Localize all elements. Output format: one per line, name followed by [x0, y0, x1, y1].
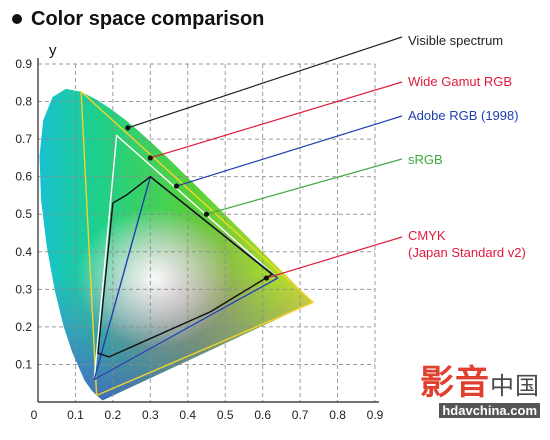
x-tick-label: 0.3	[142, 408, 159, 422]
x-tick-label: 0.7	[292, 408, 309, 422]
legend-label-line: Visible spectrum	[408, 33, 504, 48]
y-tick-label: 0.1	[15, 357, 32, 371]
legend-leader-line	[206, 158, 403, 215]
x-tick-label: 0.9	[367, 408, 384, 422]
y-axis-label: y	[49, 42, 57, 59]
x-tick-label: 0	[31, 408, 38, 422]
watermark-main: 影音中国	[420, 363, 540, 403]
legend-leader-line	[127, 36, 403, 129]
legend-marker-dot	[125, 125, 131, 131]
legend-marker-dot	[173, 183, 180, 189]
legend-leader-line	[176, 115, 403, 187]
chart-title: Color space comparison	[8, 6, 264, 32]
y-tick-label: 0.9	[15, 57, 32, 71]
y-tick-label: 0.6	[15, 170, 32, 184]
legend-marker-dot	[203, 211, 210, 217]
x-tick-label: 0.5	[217, 408, 234, 422]
legend-label: CMYK (Japan Standard v2)	[408, 227, 526, 261]
y-tick-label: 0.8	[15, 95, 32, 109]
legend-marker-dot	[147, 155, 153, 161]
wide-gamut-rgb-triangle	[80, 90, 314, 397]
watermark-logo: 影音中国 hdavchina.com	[370, 364, 540, 424]
x-tick-label: 0.1	[67, 408, 84, 422]
legend-label-line: sRGB	[408, 152, 443, 167]
x-tick-label: 0.2	[105, 408, 122, 422]
x-tick-label: 0.4	[179, 408, 196, 422]
legend-label: sRGB	[408, 152, 443, 168]
x-tick-label: 0.8	[329, 408, 346, 422]
legend-label-line: Adobe RGB (1998)	[408, 108, 519, 123]
watermark-url: hdavchina.com	[439, 403, 540, 418]
legend-label-line: Wide Gamut RGB	[408, 74, 513, 89]
legend-leader-line	[266, 236, 403, 279]
y-tick-label: 0.3	[15, 282, 32, 296]
y-tick-label: 0.7	[15, 132, 32, 146]
y-tick-label: 0.2	[15, 320, 32, 334]
title-bullet-icon	[12, 13, 22, 24]
chart-title-text: Color space comparison	[31, 8, 265, 30]
y-tick-label: 0.5	[15, 207, 32, 221]
legend-label: Wide Gamut RGB	[408, 74, 512, 90]
y-tick-label: 0.4	[15, 245, 32, 259]
legend-leader-line	[150, 81, 403, 159]
cmyk-gamut-polygon	[97, 175, 273, 358]
legend-marker-dot	[263, 275, 270, 281]
locus-white-point-glow	[76, 208, 233, 349]
legend-label-line: CMYK	[408, 228, 446, 243]
legend-label: Adobe RGB (1998)	[408, 108, 519, 124]
x-tick-label: 0.6	[254, 408, 271, 422]
legend-label-line: (Japan Standard v2)	[408, 245, 526, 260]
legend-label: Visible spectrum	[408, 33, 503, 49]
